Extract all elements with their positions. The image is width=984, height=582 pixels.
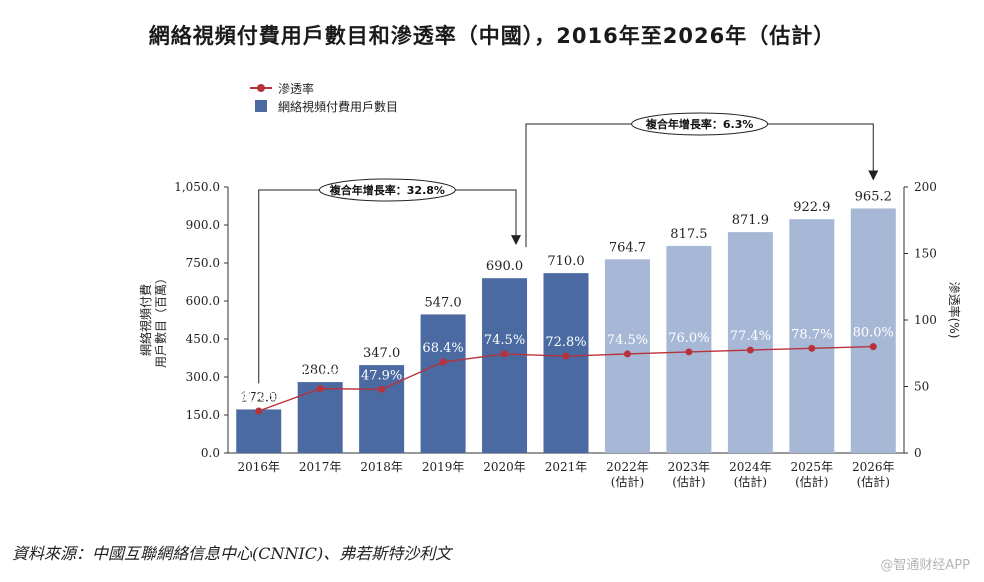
line-point: [623, 350, 631, 358]
line-value-label: 80.0%: [853, 326, 894, 341]
right-tick-label: 50: [914, 380, 929, 394]
cagr-arrowhead: [511, 235, 521, 246]
cagr-label: 複合年增長率：6.3%: [645, 117, 754, 131]
chart-legend: 滲透率 網絡視頻付費用戶數目: [250, 79, 398, 115]
x-tick-label: (估計): [611, 474, 644, 489]
bar: [850, 208, 896, 453]
x-tick-label: 2026年: [852, 460, 895, 474]
legend-item-bar: 網絡視頻付費用戶數目: [250, 97, 398, 115]
legend-bar-label: 網絡視頻付費用戶數目: [278, 99, 399, 114]
x-tick-label: 2017年: [299, 460, 342, 474]
chart-title: 網絡視頻付費用戶數目和滲透率（中國），2016年至2026年（估計）: [148, 24, 836, 48]
bar-value-label: 347.0: [363, 346, 400, 361]
line-value-label: 76.0%: [668, 331, 709, 346]
line-point: [255, 407, 263, 415]
cagr-label-ellipse: [318, 178, 456, 202]
left-tick-label: 300.0: [186, 370, 220, 384]
bar: [543, 273, 589, 453]
left-tick-label: 450.0: [186, 332, 220, 346]
bar-value-label: 764.7: [609, 240, 646, 255]
right-tick-label: 0: [914, 446, 922, 460]
cagr-label: 複合年增長率：32.8%: [329, 183, 445, 197]
line-point: [869, 343, 877, 351]
line-point: [378, 385, 386, 393]
x-tick-label: 2024年: [729, 460, 772, 474]
line-value-label: 74.5%: [607, 333, 648, 348]
x-tick-label: 2021年: [545, 460, 588, 474]
left-axis-title: 網絡視頻付費: [138, 284, 153, 356]
line-point: [746, 346, 754, 354]
x-tick-label: (估計): [857, 474, 890, 489]
left-tick-label: 0.0: [201, 446, 220, 460]
bar-value-label: 280.0: [302, 363, 339, 378]
bar-value-label: 817.5: [670, 227, 707, 242]
line-value-label: 74.5%: [484, 333, 525, 348]
legend-item-line: 滲透率: [250, 79, 398, 97]
right-tick-label: 150: [914, 247, 937, 261]
line-value-label: 72.8%: [545, 335, 586, 350]
watermark: @智通财经APP: [880, 558, 970, 573]
x-tick-label: (估計): [795, 474, 828, 489]
left-tick-label: 600.0: [186, 294, 220, 308]
bar-value-label: 547.0: [424, 295, 461, 310]
line-value-label: 68.4%: [422, 341, 463, 356]
bar-value-label: 871.9: [732, 213, 769, 228]
x-tick-label: (估計): [734, 474, 767, 489]
legend-bar-swatch: [255, 100, 267, 112]
line-value-label: 78.7%: [791, 327, 832, 342]
bar: [236, 409, 282, 453]
x-tick-label: 2016年: [237, 460, 280, 474]
cagr-arrowhead: [868, 170, 879, 181]
left-tick-label: 750.0: [186, 256, 220, 270]
bar-value-label: 710.0: [547, 254, 584, 269]
bar-value-label: 690.0: [486, 259, 523, 274]
bar: [297, 382, 343, 453]
line-point: [439, 358, 447, 366]
bar-value-label: 965.2: [855, 189, 892, 204]
left-tick-label: 150.0: [186, 408, 220, 422]
cagr-label-ellipse: [631, 112, 769, 136]
line-value-label: 48.4%: [300, 368, 341, 383]
bar: [420, 314, 466, 453]
bar-value-label: 922.9: [793, 200, 830, 215]
bar: [789, 219, 835, 453]
x-tick-label: 2018年: [360, 460, 403, 474]
left-tick-label: 900.0: [186, 218, 220, 232]
line-point: [316, 385, 324, 393]
bar: [482, 278, 528, 453]
x-tick-label: 2022年: [606, 460, 649, 474]
x-tick-label: 2020年: [483, 460, 526, 474]
x-tick-label: 2023年: [668, 460, 711, 474]
right-tick-label: 100: [914, 313, 937, 327]
legend-line-marker: [250, 84, 272, 92]
line-value-label: 47.9%: [361, 368, 402, 383]
x-tick-label: 2019年: [422, 460, 465, 474]
bar: [727, 232, 773, 453]
left-axis-title: 用戶數目（百萬）: [154, 272, 168, 368]
left-tick-label: 1,050.0: [174, 180, 220, 194]
x-tick-label: 2025年: [791, 460, 834, 474]
bar-value-label: 172.0: [240, 390, 277, 405]
bar: [359, 365, 405, 453]
line-point: [808, 344, 816, 352]
x-tick-label: (估計): [672, 474, 705, 489]
line-value-label: 77.4%: [730, 329, 771, 344]
line-point: [685, 348, 693, 356]
line-point: [562, 352, 570, 360]
line-point: [501, 350, 509, 358]
line-value-label: 31.6%: [238, 390, 279, 405]
legend-line-label: 滲透率: [278, 81, 315, 96]
source-note: 資料來源：中國互聯網絡信息中心(CNNIC)、弗若斯特沙利文: [12, 544, 452, 563]
right-axis-title: 滲透率(%): [947, 282, 962, 339]
right-tick-label: 200: [914, 180, 937, 194]
